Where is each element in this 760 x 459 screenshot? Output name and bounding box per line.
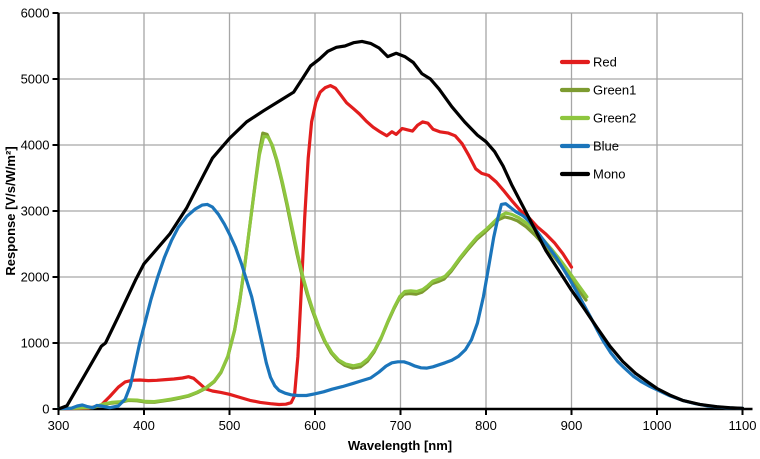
- legend: Red Green1 Green2 Blue Mono: [559, 55, 636, 182]
- x-tick-label-700: 700: [390, 418, 412, 433]
- legend-label-green1: Green1: [593, 83, 636, 98]
- series-line-red: [56, 83, 574, 411]
- y-axis-title: Response [V/s/W/m²]: [3, 146, 18, 275]
- tick-labels: 300 400 500 600 700 800 900 1000 1100 0 1000 2000 30…: [21, 6, 757, 434]
- legend-item-blue: Blue: [559, 139, 619, 154]
- series-line-blue: [56, 202, 745, 411]
- x-tick-label-1100: 1100: [729, 418, 757, 433]
- y-tick-label-3000: 3000: [21, 204, 50, 219]
- x-tick-label-400: 400: [133, 418, 155, 433]
- y-tick-label-2000: 2000: [21, 270, 50, 285]
- legend-item-mono: Mono: [559, 167, 626, 182]
- legend-label-mono: Mono: [593, 167, 626, 182]
- legend-label-blue: Blue: [593, 139, 619, 154]
- x-tick-label-500: 500: [219, 418, 241, 433]
- gridlines: [58, 12, 744, 409]
- legend-label-green2: Green2: [593, 111, 636, 126]
- y-tick-label-1000: 1000: [21, 336, 50, 351]
- x-tick-label-900: 900: [561, 418, 583, 433]
- legend-label-red: Red: [593, 55, 617, 70]
- y-tick-label-6000: 6000: [21, 6, 50, 21]
- series-lines: [56, 39, 745, 411]
- series-line-mono: [56, 39, 745, 411]
- legend-item-green2: Green2: [559, 111, 636, 126]
- y-tick-label-5000: 5000: [21, 72, 50, 87]
- x-tick-label-800: 800: [475, 418, 497, 433]
- y-tick-label-0: 0: [42, 402, 49, 417]
- x-tick-label-300: 300: [48, 418, 70, 433]
- x-axis-title: Wavelength [nm]: [348, 438, 452, 453]
- legend-item-red: Red: [559, 55, 617, 70]
- x-tick-label-600: 600: [304, 418, 326, 433]
- x-tick-label-1000: 1000: [643, 418, 672, 433]
- legend-item-green1: Green1: [559, 83, 636, 98]
- series-line-green2: [56, 134, 589, 411]
- y-tick-label-4000: 4000: [21, 138, 50, 153]
